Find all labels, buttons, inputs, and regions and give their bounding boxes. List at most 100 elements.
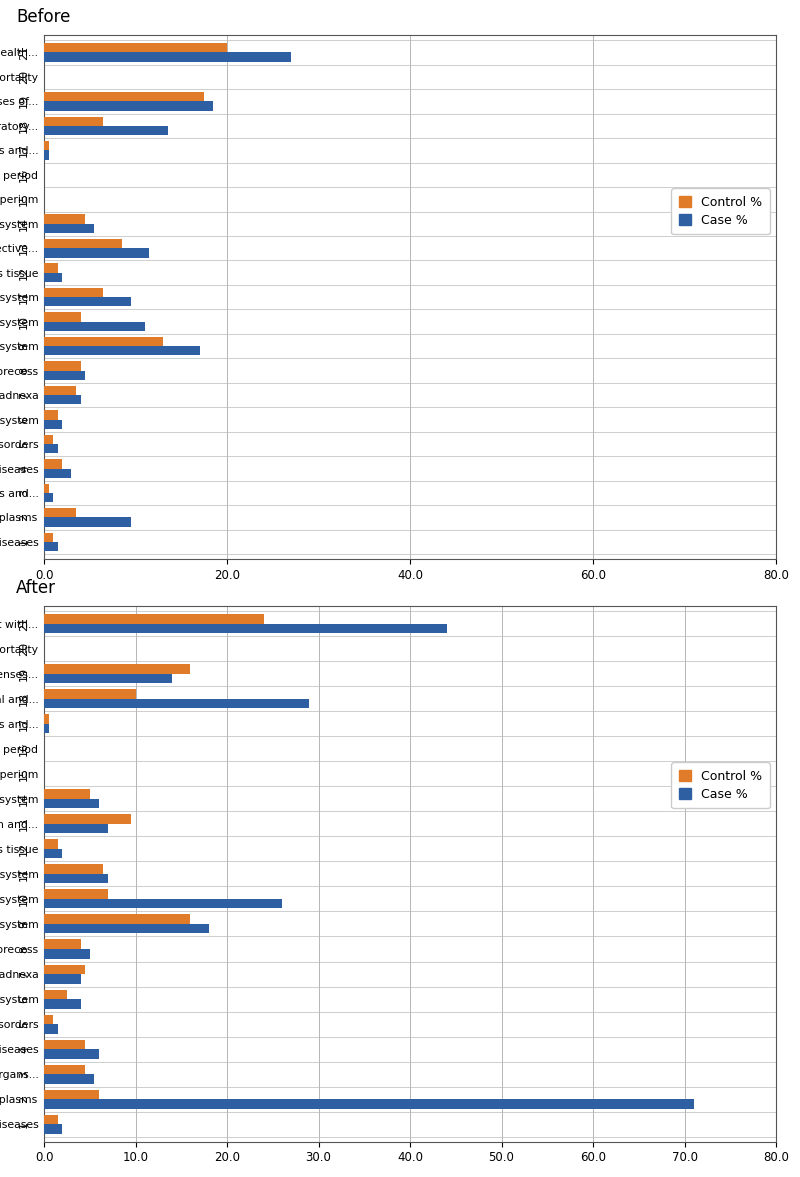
Bar [44, 468, 71, 478]
Text: 15: 15 [19, 767, 29, 780]
Text: 10: 10 [19, 314, 29, 328]
Bar [44, 673, 172, 683]
Text: 8: 8 [19, 367, 29, 374]
Bar [44, 864, 103, 873]
Bar [44, 824, 108, 833]
Text: 14: 14 [19, 792, 29, 806]
Text: 3: 3 [19, 1071, 29, 1078]
Text: 17: 17 [19, 717, 29, 731]
Bar [44, 434, 53, 444]
Bar [44, 151, 49, 160]
Bar [44, 1049, 99, 1058]
Text: 4: 4 [19, 465, 29, 472]
Bar [44, 395, 81, 405]
Bar [44, 411, 58, 419]
Text: 15: 15 [19, 192, 29, 206]
Bar [44, 1099, 694, 1109]
Text: 12: 12 [19, 842, 29, 856]
Text: 18: 18 [19, 692, 29, 706]
Text: 20: 20 [19, 69, 29, 84]
Text: 7: 7 [19, 392, 29, 399]
Text: 10: 10 [19, 892, 29, 906]
Bar [44, 964, 85, 975]
Text: 11: 11 [19, 867, 29, 880]
Text: 8: 8 [19, 945, 29, 952]
Bar [44, 799, 99, 809]
Bar [44, 1039, 85, 1049]
Text: 5: 5 [19, 1020, 29, 1028]
Bar [44, 508, 76, 518]
Text: 2: 2 [19, 514, 29, 521]
Text: After: After [16, 579, 56, 597]
Bar [44, 288, 103, 297]
Bar [44, 1115, 58, 1124]
Bar [44, 371, 85, 380]
Bar [44, 419, 62, 428]
Bar [44, 126, 167, 135]
Bar [44, 321, 145, 331]
Bar [44, 1024, 58, 1033]
Bar [44, 699, 310, 709]
Text: 7: 7 [19, 971, 29, 978]
Bar [44, 873, 108, 884]
Bar [44, 939, 81, 949]
Bar [44, 44, 227, 53]
Bar [44, 975, 81, 984]
Text: 13: 13 [19, 241, 29, 255]
Text: 2: 2 [19, 1096, 29, 1103]
Text: 9: 9 [19, 343, 29, 350]
Text: 19: 19 [19, 666, 29, 680]
Text: 17: 17 [19, 144, 29, 158]
Bar [44, 117, 103, 126]
Bar [44, 1075, 94, 1084]
Bar [44, 493, 53, 503]
Bar [44, 386, 76, 395]
Bar [44, 297, 131, 306]
Text: 5: 5 [19, 440, 29, 447]
Bar [44, 1065, 85, 1075]
Text: 12: 12 [19, 266, 29, 280]
Bar [44, 949, 90, 958]
Text: 11: 11 [19, 291, 29, 304]
Text: 13: 13 [19, 817, 29, 831]
Bar [44, 337, 163, 346]
Bar [44, 239, 122, 248]
Bar [44, 444, 58, 453]
Bar [44, 624, 446, 633]
Text: 4: 4 [19, 1045, 29, 1052]
Bar [44, 724, 49, 733]
Bar [44, 273, 62, 282]
Bar [44, 533, 53, 541]
Bar [44, 790, 90, 799]
Legend: Control %, Case %: Control %, Case % [671, 188, 770, 234]
Bar [44, 999, 81, 1009]
Bar [44, 990, 67, 999]
Bar [44, 101, 214, 111]
Bar [44, 484, 49, 493]
Bar [44, 346, 199, 355]
Bar [44, 224, 94, 233]
Bar [44, 1124, 62, 1133]
Bar [44, 214, 85, 224]
Bar [44, 92, 204, 101]
Bar [44, 924, 209, 933]
Bar [44, 141, 49, 151]
Text: 21: 21 [19, 617, 29, 631]
Bar [44, 361, 81, 371]
Text: 6: 6 [19, 415, 29, 423]
Text: 20: 20 [19, 641, 29, 656]
Text: 16: 16 [19, 742, 29, 756]
Text: 9: 9 [19, 920, 29, 927]
Bar [44, 1015, 53, 1024]
Text: 19: 19 [19, 94, 29, 108]
Bar [44, 814, 131, 824]
Bar [44, 614, 264, 624]
Text: Before: Before [16, 8, 70, 26]
Bar [44, 664, 190, 673]
Bar [44, 248, 150, 258]
Bar [44, 915, 190, 924]
Bar [44, 264, 58, 273]
Text: 1: 1 [19, 1121, 29, 1128]
Bar [44, 53, 291, 61]
Bar [44, 839, 58, 849]
